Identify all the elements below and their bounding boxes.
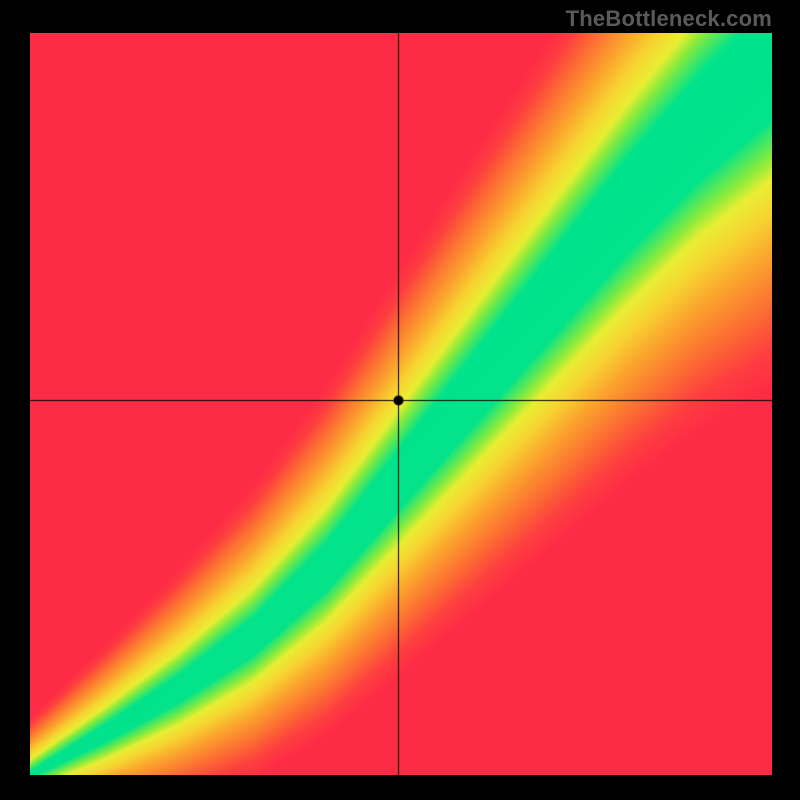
heatmap-canvas [30,33,772,775]
watermark-text: TheBottleneck.com [566,6,772,32]
